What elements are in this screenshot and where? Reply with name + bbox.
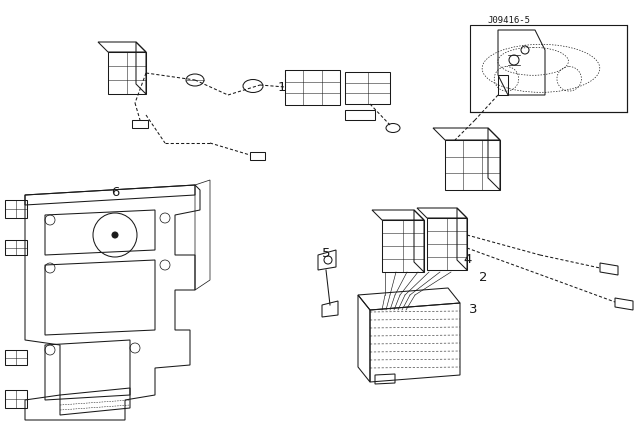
Bar: [5, 200, 27, 218]
Bar: [5, 240, 27, 255]
Text: 5: 5: [322, 246, 331, 260]
Bar: [470, 25, 627, 112]
Text: J09416-5: J09416-5: [487, 16, 531, 25]
Text: 4: 4: [463, 253, 472, 267]
Bar: [5, 350, 27, 365]
Text: 6: 6: [111, 186, 120, 199]
Text: 3: 3: [469, 302, 478, 316]
Text: 2: 2: [479, 271, 488, 284]
Text: 1: 1: [277, 81, 286, 94]
Bar: [5, 390, 27, 408]
Bar: [285, 70, 340, 105]
Circle shape: [112, 232, 118, 238]
Bar: [345, 72, 390, 104]
